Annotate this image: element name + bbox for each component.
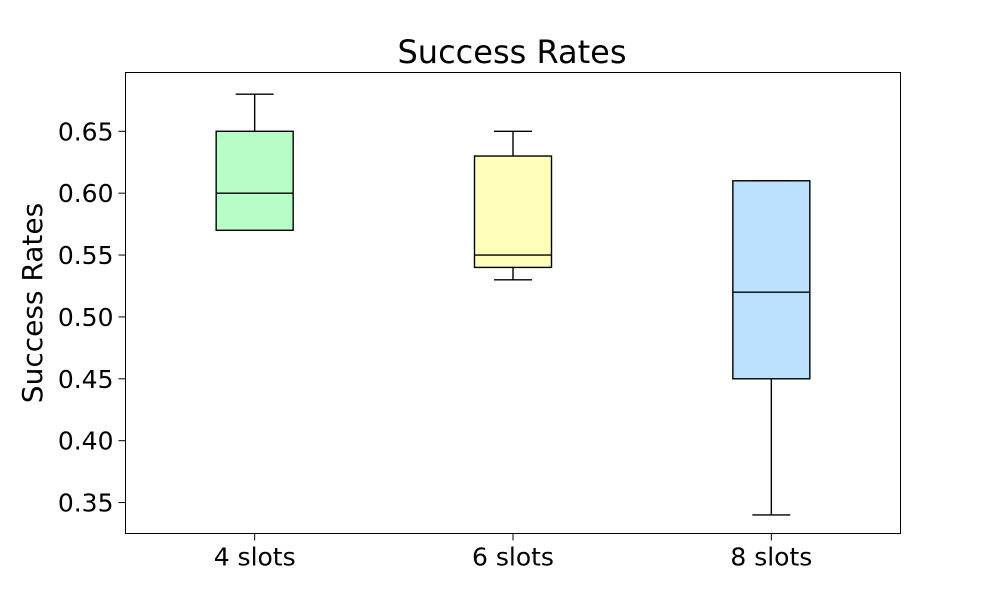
box-iqr bbox=[473, 155, 553, 269]
box-group bbox=[473, 130, 553, 281]
x-tick-label: 8 slots bbox=[730, 543, 812, 572]
y-tick-label: 0.40 bbox=[58, 427, 114, 456]
y-tick-label: 0.45 bbox=[58, 365, 114, 394]
axis-ticks: 4 slots 6 slots 8 slots 0.35 0.40 0.45 0.50 0.5… bbox=[58, 117, 812, 571]
y-tick-label: 0.60 bbox=[58, 179, 114, 208]
x-tick-label: 6 slots bbox=[472, 543, 554, 572]
y-axis-label: Success Rates bbox=[16, 203, 49, 403]
x-tick-label: 4 slots bbox=[214, 543, 296, 572]
y-tick-label: 0.65 bbox=[58, 117, 114, 146]
box-group bbox=[215, 93, 294, 231]
y-tick-label: 0.50 bbox=[58, 303, 114, 332]
box-group bbox=[732, 180, 811, 516]
box-iqr bbox=[215, 130, 294, 231]
chart-title: Success Rates bbox=[397, 33, 626, 71]
plot-marks bbox=[215, 93, 811, 516]
y-tick-label: 0.55 bbox=[58, 241, 114, 270]
y-tick-label: 0.35 bbox=[58, 489, 114, 518]
box-iqr bbox=[732, 180, 811, 380]
